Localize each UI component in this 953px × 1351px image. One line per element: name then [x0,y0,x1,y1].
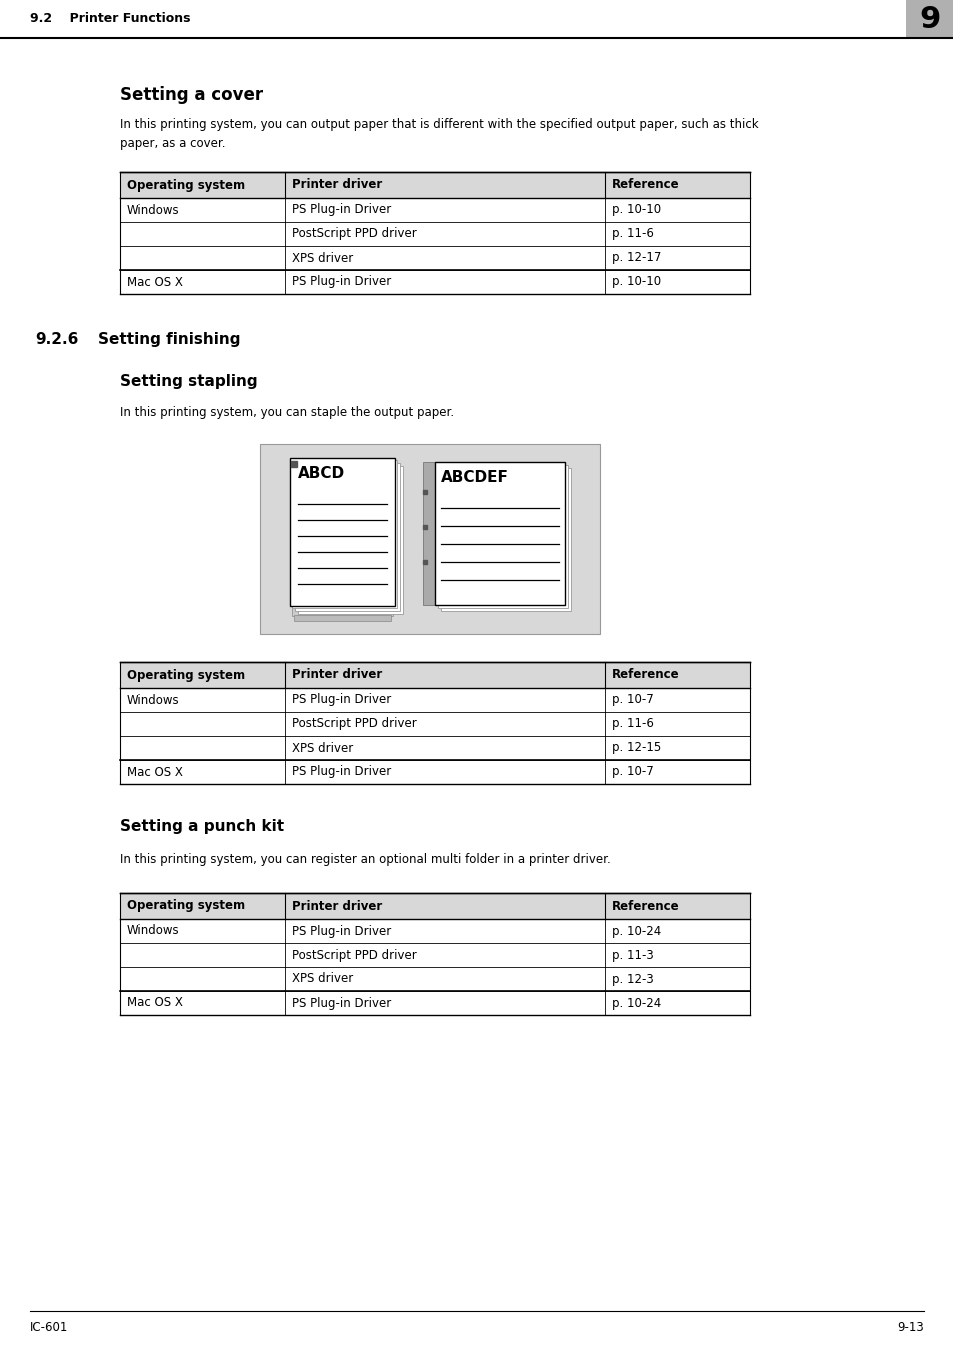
Bar [292,459,396,608]
Text: Windows: Windows [127,693,179,707]
Bar [290,458,395,607]
Text: Reference: Reference [612,900,679,912]
Text: Printer driver: Printer driver [292,178,382,192]
Text: p. 10-10: p. 10-10 [612,276,660,289]
Text: Setting stapling: Setting stapling [120,374,257,389]
Text: Setting a cover: Setting a cover [120,86,263,104]
Text: IC-601: IC-601 [30,1321,69,1333]
Bar [0,0,953,38]
Text: Reference: Reference [612,178,679,192]
Text: Mac OS X: Mac OS X [127,276,183,289]
Text: In this printing system, you can register an optional multi folder in a printer : In this printing system, you can registe… [120,852,610,866]
Text: Printer driver: Printer driver [292,900,382,912]
Text: p. 11-3: p. 11-3 [612,948,653,962]
Bar [435,462,564,605]
Text: In this printing system, you can staple the output paper.: In this printing system, you can staple … [120,407,454,419]
Bar [120,662,749,688]
Text: PS Plug-in Driver: PS Plug-in Driver [292,204,391,216]
Text: PS Plug-in Driver: PS Plug-in Driver [292,276,391,289]
Text: PostScript PPD driver: PostScript PPD driver [292,717,416,731]
Text: 9.2.6: 9.2.6 [35,332,78,347]
Text: p. 12-3: p. 12-3 [612,973,653,985]
Bar [422,462,436,605]
Text: XPS driver: XPS driver [292,251,353,265]
Text: Windows: Windows [127,204,179,216]
Text: PostScript PPD driver: PostScript PPD driver [292,948,416,962]
Text: Operating system: Operating system [127,178,245,192]
Text: p. 10-24: p. 10-24 [612,924,660,938]
Text: Setting a punch kit: Setting a punch kit [120,819,284,834]
Text: Printer driver: Printer driver [292,669,382,681]
Text: ABCD: ABCD [297,466,345,481]
Text: p. 10-10: p. 10-10 [612,204,660,216]
Text: Setting finishing: Setting finishing [98,332,240,347]
Text: p. 11-6: p. 11-6 [612,717,653,731]
Text: Operating system: Operating system [127,900,245,912]
Text: PS Plug-in Driver: PS Plug-in Driver [292,693,391,707]
Bar [292,607,393,616]
Text: XPS driver: XPS driver [292,973,353,985]
Text: 9: 9 [919,4,940,34]
Text: PS Plug-in Driver: PS Plug-in Driver [292,997,391,1009]
Text: p. 12-17: p. 12-17 [612,251,660,265]
Text: p. 10-7: p. 10-7 [612,766,653,778]
Text: p. 10-24: p. 10-24 [612,997,660,1009]
Text: PS Plug-in Driver: PS Plug-in Driver [292,924,391,938]
Text: Reference: Reference [612,669,679,681]
Text: Mac OS X: Mac OS X [127,997,183,1009]
Text: Windows: Windows [127,924,179,938]
Text: p. 12-15: p. 12-15 [612,742,660,754]
Bar [294,463,399,611]
Bar [437,465,567,608]
Text: 9.2    Printer Functions: 9.2 Printer Functions [30,12,191,26]
Bar [120,893,749,919]
Text: 9-13: 9-13 [897,1321,923,1333]
Bar [120,172,749,199]
Bar [260,444,599,634]
Text: Mac OS X: Mac OS X [127,766,183,778]
Text: XPS driver: XPS driver [292,742,353,754]
Text: PostScript PPD driver: PostScript PPD driver [292,227,416,240]
Text: In this printing system, you can output paper that is different with the specifi: In this printing system, you can output … [120,118,758,150]
Text: ABCDEF: ABCDEF [440,470,508,485]
Bar [297,466,402,613]
Bar [905,0,953,38]
Bar [294,615,391,621]
Text: Operating system: Operating system [127,669,245,681]
Text: PS Plug-in Driver: PS Plug-in Driver [292,766,391,778]
Bar [440,467,571,611]
Text: p. 10-7: p. 10-7 [612,693,653,707]
Text: p. 11-6: p. 11-6 [612,227,653,240]
